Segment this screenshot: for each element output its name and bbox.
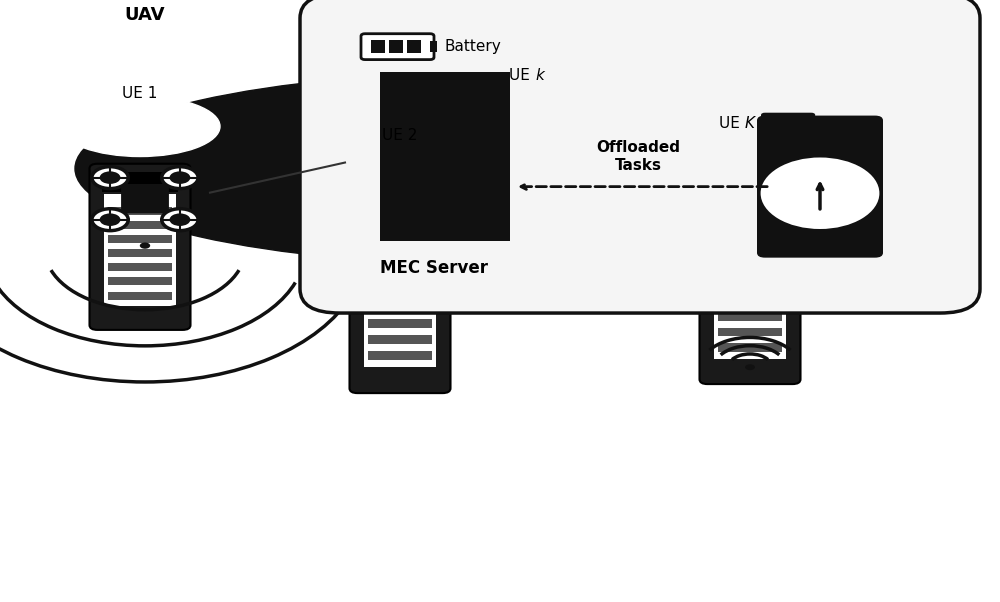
Circle shape [162, 209, 198, 231]
Bar [430, 42, 436, 52]
Text: MEC Server: MEC Server [380, 259, 488, 277]
FancyBboxPatch shape [700, 206, 800, 384]
Bar [108, 235, 172, 243]
Bar [512, 231, 568, 237]
FancyBboxPatch shape [122, 185, 168, 213]
Circle shape [170, 214, 190, 226]
Bar [718, 313, 782, 321]
Bar [102, 172, 178, 192]
Bar [389, 40, 403, 54]
Bar [104, 194, 176, 306]
Bar [371, 40, 385, 54]
Circle shape [140, 243, 150, 249]
Bar [368, 288, 432, 297]
Bar [407, 40, 421, 54]
Text: UE 2: UE 2 [382, 128, 418, 143]
Bar [364, 241, 436, 367]
Bar [718, 267, 782, 276]
Circle shape [92, 167, 128, 188]
Bar [509, 172, 572, 267]
Bar [718, 282, 782, 291]
FancyBboxPatch shape [350, 209, 450, 393]
FancyBboxPatch shape [90, 164, 190, 330]
Bar [712, 214, 788, 236]
Circle shape [761, 158, 879, 229]
Bar [368, 320, 432, 328]
Bar [506, 153, 574, 170]
Text: K: K [745, 116, 755, 131]
Bar [362, 217, 438, 240]
Circle shape [170, 172, 190, 184]
Ellipse shape [60, 96, 220, 157]
FancyBboxPatch shape [361, 34, 434, 60]
Circle shape [745, 364, 755, 370]
Bar [368, 272, 432, 281]
Bar [108, 249, 172, 257]
Ellipse shape [320, 138, 480, 199]
Bar [108, 263, 172, 272]
Bar [512, 183, 568, 190]
Circle shape [100, 172, 120, 184]
Bar [718, 343, 782, 352]
Bar [368, 351, 432, 360]
Text: UE 1: UE 1 [122, 86, 158, 101]
Bar [512, 243, 568, 249]
Bar [512, 219, 568, 225]
Bar [368, 335, 432, 344]
Bar [368, 256, 432, 265]
Bar [368, 303, 432, 312]
Circle shape [92, 209, 128, 231]
Text: UE: UE [509, 68, 535, 82]
Bar [512, 194, 568, 202]
Bar [512, 206, 568, 213]
FancyBboxPatch shape [757, 116, 883, 258]
FancyBboxPatch shape [761, 113, 815, 138]
Bar [108, 278, 172, 285]
Ellipse shape [75, 72, 925, 265]
Bar [512, 255, 568, 261]
Bar [108, 291, 172, 300]
Bar [108, 206, 172, 214]
Text: UE: UE [719, 116, 745, 131]
Text: Battery: Battery [445, 39, 502, 54]
Circle shape [162, 167, 198, 188]
Ellipse shape [670, 126, 830, 187]
Text: k: k [535, 68, 544, 82]
Bar [718, 328, 782, 337]
Text: UAV: UAV [125, 6, 165, 24]
Bar [718, 297, 782, 306]
Text: Offloaded
Tasks: Offloaded Tasks [596, 140, 680, 173]
FancyBboxPatch shape [495, 146, 586, 288]
Bar [108, 221, 172, 229]
Circle shape [100, 214, 120, 226]
Bar [714, 238, 786, 359]
FancyBboxPatch shape [300, 0, 980, 313]
Bar [380, 72, 510, 241]
Ellipse shape [465, 75, 615, 129]
Bar [718, 252, 782, 260]
